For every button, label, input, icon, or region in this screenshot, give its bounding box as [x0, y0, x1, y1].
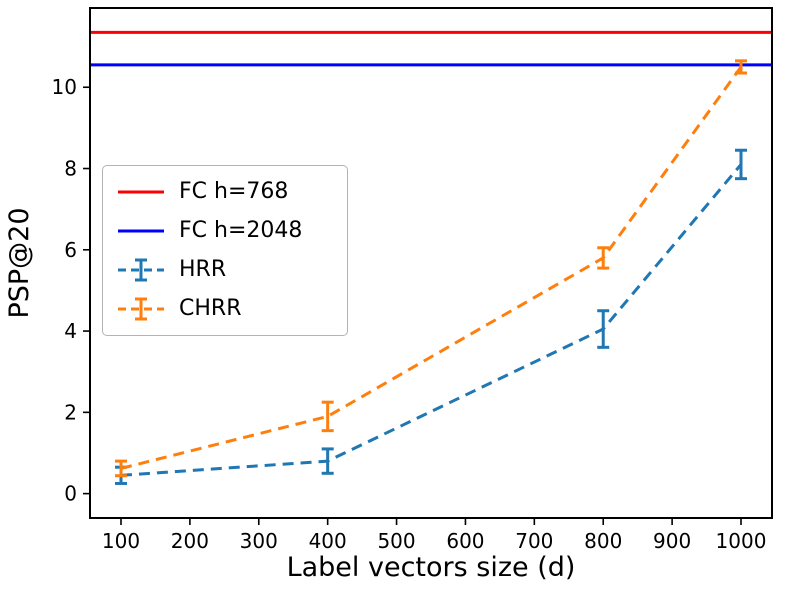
legend-label-fc-h2048: FC h=2048	[179, 218, 303, 244]
y-tick-label: 8	[64, 157, 77, 181]
x-tick-label: 700	[515, 529, 553, 553]
legend-box: FC h=768 FC h=2048 HRR CHRR	[102, 165, 349, 336]
x-tick-label: 800	[584, 529, 622, 553]
legend-item-fc-h2048: FC h=2048	[116, 218, 302, 244]
axes-frame	[89, 7, 773, 519]
x-tick-label: 300	[240, 529, 278, 553]
series-line-chrr	[120, 66, 743, 470]
legend-swatch-hrr	[116, 257, 166, 283]
x-tick-label: 100	[102, 529, 140, 553]
y-tick-label: 6	[64, 238, 77, 262]
legend-label-chrr: CHRR	[179, 296, 242, 322]
x-tick-label: 500	[377, 529, 415, 553]
solid-line-icon	[118, 229, 164, 233]
x-tick-label: 400	[309, 529, 347, 553]
solid-line-icon	[118, 190, 164, 194]
x-axis-label: Label vectors size (d)	[287, 552, 576, 583]
x-tick-label: 200	[171, 529, 209, 553]
series-line-hrr	[120, 163, 743, 477]
legend-label-fc-h768: FC h=768	[179, 179, 289, 205]
legend-swatch-fc-h2048	[116, 218, 166, 244]
errorbar-line-icon	[118, 297, 164, 321]
legend-swatch-fc-h768	[116, 179, 166, 205]
y-tick-label: 0	[64, 482, 77, 506]
y-tick-label: 2	[64, 400, 77, 424]
x-tick-label: 900	[653, 529, 691, 553]
legend-label-hrr: HRR	[179, 257, 227, 283]
errorbar-line-icon	[118, 258, 164, 282]
legend-item-hrr: HRR	[116, 257, 302, 283]
y-tick-label: 4	[64, 319, 77, 343]
x-tick-label: 600	[446, 529, 484, 553]
y-tick-label: 10	[52, 75, 77, 99]
x-tick-label: 1000	[716, 529, 767, 553]
y-axis-label: PSP@20	[4, 207, 35, 318]
legend-swatch-chrr	[116, 296, 166, 322]
legend-item-fc-h768: FC h=768	[116, 179, 302, 205]
legend-item-chrr: CHRR	[116, 296, 302, 322]
